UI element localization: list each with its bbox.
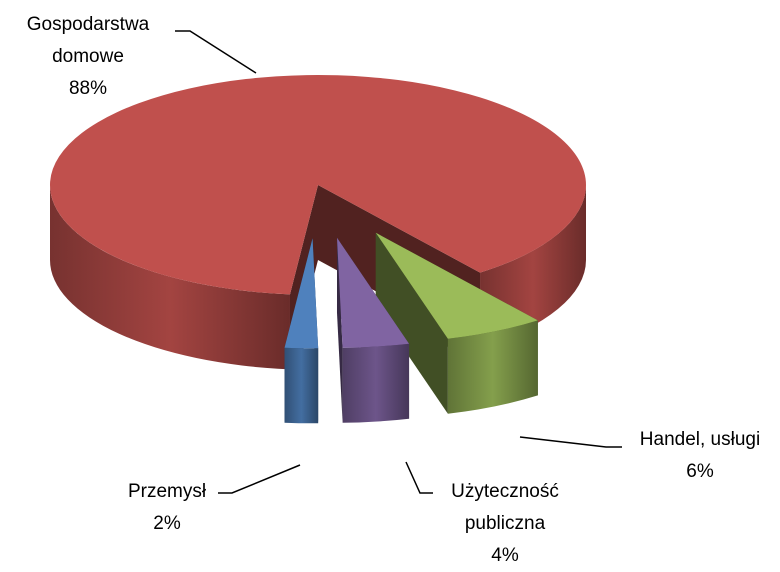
slice-group: [375, 232, 538, 414]
category-label: Gospodarstwa domowe: [26, 14, 150, 67]
slice-cut-face: [375, 232, 448, 414]
slice: [336, 237, 410, 348]
value-label: 4%: [491, 545, 519, 566]
slice-group: [284, 238, 319, 424]
slice-cut-face: [336, 237, 343, 423]
slice-side: [342, 343, 410, 423]
leader-lines: [175, 30, 622, 494]
slice-side: [447, 320, 538, 414]
category-label: Użyteczność publiczna: [451, 481, 559, 534]
data-label: Użyteczność publiczna 4%: [430, 476, 580, 572]
data-label: Handel, usługi 6%: [620, 424, 780, 488]
category-label: Handel, usługi: [639, 429, 761, 450]
data-label: Przemysł 2%: [107, 476, 227, 540]
slice: [375, 232, 538, 339]
leader-line: [175, 30, 257, 74]
slice-group: [336, 237, 410, 423]
category-label: Przemysł: [127, 481, 207, 502]
leader-line: [405, 461, 433, 494]
slice-side: [50, 185, 290, 370]
value-label: 88%: [68, 78, 108, 99]
data-label: Gospodarstwa domowe 88%: [8, 9, 168, 105]
slice: [50, 74, 586, 295]
pie: [50, 74, 586, 424]
slice: [284, 238, 319, 349]
slice-side: [284, 347, 319, 424]
leader-line: [218, 464, 301, 494]
value-label: 6%: [686, 461, 714, 482]
value-label: 2%: [153, 513, 181, 534]
leader-line: [519, 436, 622, 448]
